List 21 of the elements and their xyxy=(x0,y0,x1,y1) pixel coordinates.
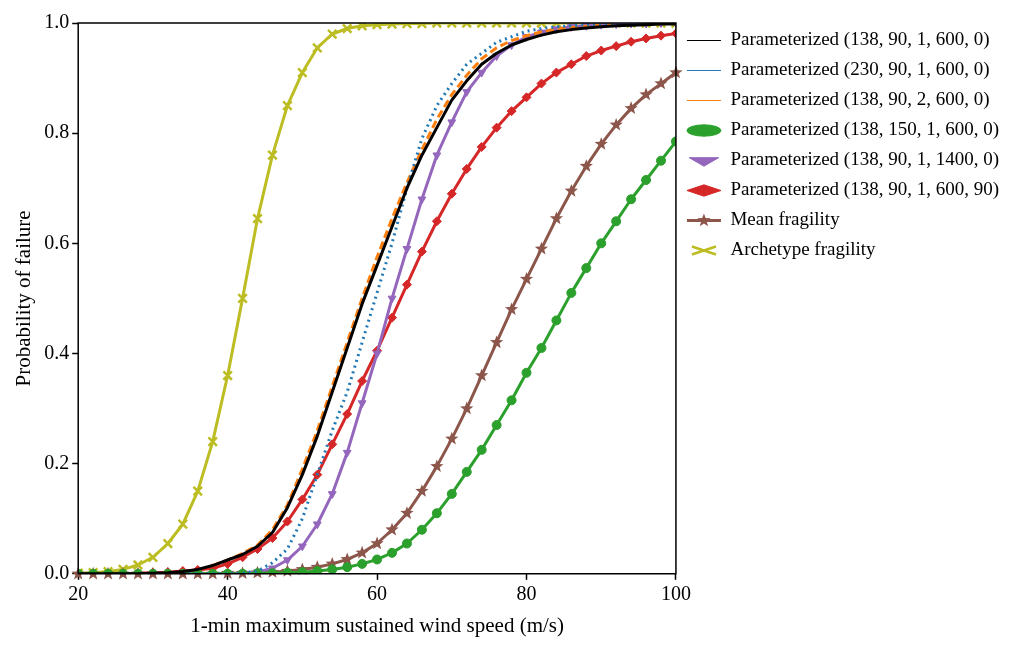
x-tick-label: 100 xyxy=(660,582,691,605)
legend-label: Parameterized (230, 90, 1, 600, 0) xyxy=(730,58,990,81)
y-tick-label: 1.0 xyxy=(44,10,70,33)
legend-label: Parameterized (138, 90, 1, 600, 90) xyxy=(730,178,999,201)
legend-label: Parameterized (138, 90, 1, 600, 0) xyxy=(730,28,990,51)
x-axis-title: 1-min maximum sustained wind speed (m/s) xyxy=(190,612,565,637)
x-tick-label: 80 xyxy=(516,582,537,605)
legend-label: Parameterized (138, 90, 1, 1400, 0) xyxy=(730,148,999,171)
x-tick-label: 40 xyxy=(217,582,238,605)
y-tick-label: 0.8 xyxy=(44,120,70,143)
y-tick-label: 0.2 xyxy=(44,450,70,473)
y-tick-label: 0.4 xyxy=(44,340,70,363)
x-tick-label: 20 xyxy=(68,582,89,605)
legend-label: Parameterized (138, 90, 2, 600, 0) xyxy=(730,88,990,111)
legend-label: Parameterized (138, 150, 1, 600, 0) xyxy=(730,118,999,141)
legend-label: Mean fragility xyxy=(730,208,841,230)
y-axis-title: Probability of failure xyxy=(11,210,36,387)
x-tick-label: 60 xyxy=(367,582,388,605)
y-tick-label: 0.0 xyxy=(44,561,70,584)
legend-label: Archetype fragility xyxy=(730,238,877,260)
y-tick-label: 0.6 xyxy=(44,230,70,253)
